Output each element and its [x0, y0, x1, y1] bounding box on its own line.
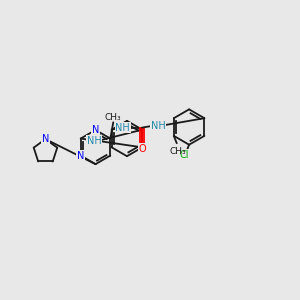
Text: NH: NH: [151, 121, 166, 130]
Text: N: N: [92, 125, 99, 135]
Text: CH₃: CH₃: [170, 147, 187, 156]
Text: NH: NH: [116, 123, 130, 133]
Text: N: N: [77, 151, 84, 160]
Text: NH: NH: [87, 136, 101, 146]
Text: O: O: [138, 144, 146, 154]
Text: N: N: [42, 134, 49, 144]
Text: CH₃: CH₃: [105, 112, 122, 122]
Text: Cl: Cl: [180, 150, 189, 160]
